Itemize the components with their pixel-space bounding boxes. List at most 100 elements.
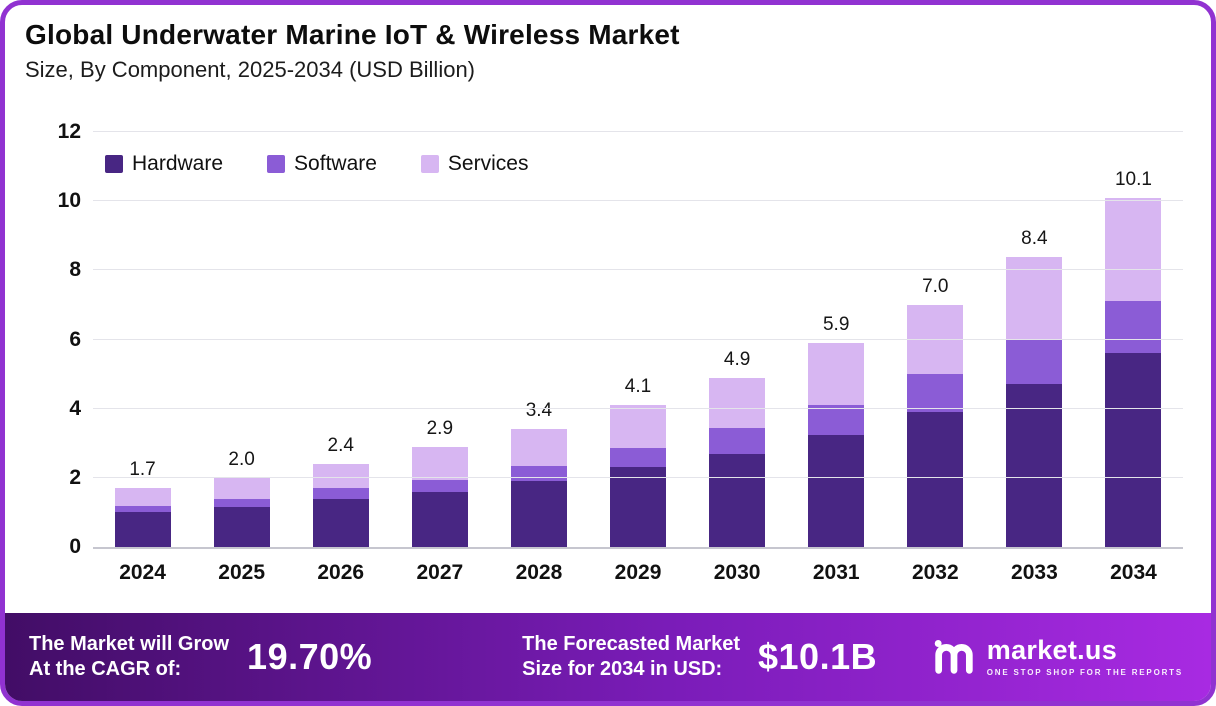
legend-label-software: Software	[294, 152, 377, 175]
bar-segment-services	[709, 377, 766, 428]
bar-group: 2.4	[291, 435, 390, 547]
gridline	[93, 338, 1183, 340]
gridline	[93, 131, 1183, 132]
bar-segment-services	[808, 342, 865, 406]
y-axis-label: 10	[57, 189, 81, 213]
bar-segment-hardware	[907, 412, 964, 547]
bar-group: 7.0	[886, 276, 985, 547]
cagr-value: 19.70%	[247, 636, 373, 677]
forecast-label: The Forecasted Market Size for 2034 in U…	[522, 633, 741, 680]
bar-stack	[1006, 256, 1063, 547]
legend-item-services: Services	[420, 152, 529, 176]
bar-segment-services	[411, 446, 468, 480]
chart-header: Global Underwater Marine IoT & Wireless …	[5, 5, 1211, 97]
x-axis-label: 2028	[515, 561, 563, 584]
legend: Hardware Software Services	[105, 152, 528, 176]
legend-swatch-software	[267, 155, 286, 173]
bar-segment-software	[411, 479, 468, 492]
bar-group: 4.1	[588, 376, 687, 547]
bar-stack	[510, 429, 567, 547]
page-title: Global Underwater Marine IoT & Wireless …	[25, 19, 680, 50]
bar-segment-software	[808, 405, 865, 435]
bar-stack	[907, 304, 964, 547]
bar-segment-software	[510, 465, 567, 482]
bar-value-label: 10.1	[1114, 168, 1152, 190]
cagr-label: The Market will Grow At the CAGR of:	[29, 633, 230, 680]
y-axis: 0 2 4 6 8 10 12	[5, 120, 81, 558]
bar-value-label: 5.9	[822, 313, 850, 335]
bar-segment-software	[709, 427, 766, 454]
bar-stack	[709, 377, 766, 547]
forecast-value: $10.1B	[758, 636, 878, 677]
page-subtitle: Size, By Component, 2025-2034 (USD Billi…	[25, 57, 476, 83]
legend-item-hardware: Hardware	[105, 152, 223, 176]
bar-value-label: 3.4	[525, 400, 553, 422]
bar-segment-software	[1006, 339, 1063, 385]
bar-segment-software	[114, 505, 171, 513]
bar-segment-services	[312, 464, 369, 489]
bar-segment-hardware	[510, 481, 567, 547]
bar-stack	[610, 405, 667, 547]
bar-value-label: 2.0	[228, 448, 255, 470]
legend-label-hardware: Hardware	[132, 152, 224, 175]
x-axis-label: 2030	[713, 561, 761, 584]
bar-group: 4.9	[688, 349, 787, 547]
bar-segment-software	[213, 498, 270, 508]
gridline	[93, 407, 1183, 409]
bar-segment-services	[114, 488, 171, 506]
bar-segment-software	[610, 448, 667, 468]
y-axis-label: 12	[57, 120, 81, 143]
bar-segment-services	[1006, 256, 1063, 340]
bar-segment-software	[312, 488, 369, 499]
bar-group: 10.1	[1084, 169, 1183, 547]
bar-segment-services	[510, 429, 567, 466]
brand-tagline: ONE STOP SHOP FOR THE REPORTS	[986, 668, 1183, 677]
bar-value-label: 2.9	[426, 417, 454, 439]
bar-segment-hardware	[312, 498, 369, 547]
x-axis-label: 2031	[812, 561, 860, 584]
x-axis-label: 2025	[218, 561, 265, 584]
y-axis-label: 8	[69, 258, 81, 282]
x-axis-label: 2034	[1110, 561, 1157, 584]
legend-item-software: Software	[267, 152, 377, 176]
bar-segment-hardware	[709, 453, 766, 547]
bar-segment-services	[213, 477, 270, 499]
bar-segment-services	[907, 304, 964, 375]
bar-group: 2.0	[192, 449, 291, 547]
gridline	[93, 200, 1183, 202]
market-us-logo: market.us ONE STOP SHOP FOR THE REPORTS	[931, 632, 1183, 683]
bar-segment-hardware	[411, 491, 468, 547]
bar-segment-hardware	[610, 467, 667, 547]
bar-group: 3.4	[489, 400, 588, 547]
bar-segment-hardware	[213, 507, 270, 547]
bar-segment-services	[1105, 197, 1162, 302]
bar-group: 8.4	[985, 228, 1084, 547]
bar-value-label: 2.4	[327, 435, 354, 457]
brand-name: market.us	[986, 635, 1118, 665]
gridline	[93, 476, 1183, 478]
bar-segment-hardware	[808, 434, 865, 547]
bar-value-label: 8.4	[1021, 227, 1048, 249]
legend-label-services: Services	[447, 152, 529, 175]
bars-container: 1.7 2.0 2.4 2.9 3.4 4.1 4.9 5.9 7.0 8.4 10.1	[93, 132, 1183, 547]
x-axis-label: 2024	[119, 561, 166, 584]
y-axis-label: 6	[69, 327, 81, 351]
y-axis-label: 2	[69, 465, 81, 489]
bar-stack	[1105, 197, 1162, 547]
x-axis-label: 2029	[614, 561, 662, 584]
x-axis-label: 2032	[911, 561, 959, 584]
bar-segment-services	[610, 405, 667, 449]
legend-swatch-hardware	[105, 155, 123, 173]
bar-stack	[808, 342, 865, 547]
market-us-logo-icon	[931, 632, 977, 683]
bar-stack	[213, 477, 270, 547]
y-axis-label: 4	[69, 396, 81, 420]
x-axis-label: 2027	[416, 561, 464, 584]
x-axis-label: 2033	[1011, 561, 1058, 584]
x-axis-label: 2026	[317, 561, 365, 584]
y-axis-label: 0	[69, 535, 81, 558]
bar-value-label: 4.9	[723, 348, 751, 370]
bar-value-label: 7.0	[922, 275, 949, 297]
bar-group: 2.9	[390, 418, 489, 547]
